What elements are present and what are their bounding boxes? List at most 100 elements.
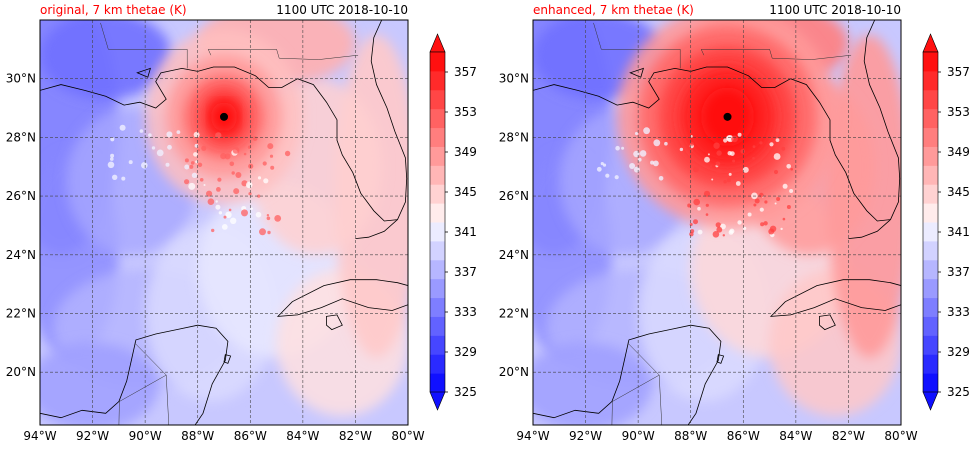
convective-cell bbox=[690, 149, 694, 153]
convective-cell bbox=[712, 231, 720, 238]
map-panel-original: original, 7 km thetae (K) 1100 UTC 2018-… bbox=[6, 3, 477, 443]
border-line bbox=[601, 49, 681, 69]
colorbar-segment bbox=[430, 354, 445, 374]
colorbar-tick-label: 353 bbox=[947, 105, 970, 119]
convective-cell bbox=[690, 158, 695, 163]
convective-cell bbox=[248, 163, 254, 169]
convective-cell bbox=[689, 232, 694, 237]
convective-cell bbox=[707, 153, 710, 156]
coastline-segment bbox=[533, 324, 722, 425]
colorbar-segment bbox=[923, 354, 938, 374]
field-speckle bbox=[634, 131, 639, 136]
convective-cell bbox=[781, 146, 786, 151]
lat-tick-label: 26°N bbox=[499, 189, 529, 203]
convective-cell bbox=[705, 203, 709, 207]
colorbar: 325 329 333 337 341 345 349 353 357 bbox=[922, 33, 970, 411]
lon-tick-label: 92°W bbox=[569, 429, 602, 443]
field-speckle bbox=[110, 137, 115, 142]
border-line bbox=[611, 374, 660, 425]
field-speckle bbox=[107, 161, 115, 169]
field-speckle bbox=[638, 157, 642, 162]
convective-cell bbox=[731, 135, 738, 143]
colorbar-segment bbox=[923, 240, 938, 261]
coastline-segment bbox=[355, 219, 398, 239]
convective-cell bbox=[189, 164, 194, 169]
convective-cell bbox=[225, 211, 232, 218]
border-line bbox=[108, 49, 188, 69]
convective-cell bbox=[215, 132, 222, 139]
convective-cell bbox=[715, 222, 721, 228]
convective-cell bbox=[235, 172, 242, 178]
field-speckle bbox=[112, 174, 118, 180]
colorbar-extend-max bbox=[922, 33, 939, 53]
convective-cell bbox=[207, 198, 215, 205]
convective-cell bbox=[743, 176, 746, 179]
convective-cell bbox=[190, 161, 195, 165]
field-speckle bbox=[602, 163, 607, 167]
convective-cell bbox=[270, 165, 275, 170]
convective-cell bbox=[753, 203, 757, 207]
colorbar-segment bbox=[430, 316, 445, 336]
lat-tick-label: 24°N bbox=[6, 248, 36, 262]
field-speckle bbox=[679, 147, 684, 152]
convective-cell bbox=[257, 194, 261, 198]
colorbar-tick-label: 337 bbox=[454, 265, 477, 279]
field-speckle bbox=[110, 157, 114, 161]
colorbar-extend-min bbox=[922, 391, 939, 411]
colorbar-tick-label: 345 bbox=[947, 185, 970, 199]
convective-cell bbox=[786, 164, 791, 169]
colorbar-tick-label: 353 bbox=[454, 105, 477, 119]
field-speckle bbox=[643, 127, 650, 135]
convective-cell bbox=[742, 166, 749, 173]
lon-tick-label: 82°W bbox=[832, 429, 865, 443]
convective-cell bbox=[723, 138, 728, 143]
colorbar-tick-label: 333 bbox=[454, 305, 477, 319]
colorbar-segment bbox=[430, 373, 445, 393]
graticule bbox=[40, 20, 408, 425]
colorbar-segment bbox=[430, 146, 445, 166]
field-speckle bbox=[653, 160, 659, 167]
convective-cell bbox=[752, 145, 756, 149]
convective-cell bbox=[732, 159, 736, 163]
convective-cell bbox=[255, 211, 262, 218]
field-blob bbox=[40, 20, 172, 100]
lon-tick-label: 80°W bbox=[884, 429, 917, 443]
convective-cell bbox=[776, 197, 781, 201]
colorbar-tick-label: 337 bbox=[947, 265, 970, 279]
convective-cell bbox=[780, 227, 783, 231]
lon-tick-label: 92°W bbox=[76, 429, 109, 443]
convective-cell bbox=[203, 184, 206, 186]
lat-tick-label: 28°N bbox=[499, 130, 529, 144]
field-speckle bbox=[633, 150, 640, 158]
convective-cell bbox=[215, 200, 218, 203]
colorbar-segment bbox=[430, 297, 445, 317]
field-speckle bbox=[615, 145, 620, 151]
border-line bbox=[118, 374, 167, 425]
lat-tick-label: 20°N bbox=[499, 365, 529, 379]
convective-cell bbox=[716, 150, 722, 156]
convective-cell bbox=[274, 215, 282, 222]
convective-cell bbox=[693, 198, 700, 206]
convective-cell bbox=[267, 143, 274, 150]
convective-cell bbox=[199, 178, 204, 182]
convective-cell bbox=[716, 226, 723, 233]
colorbar-segment bbox=[430, 259, 445, 280]
convective-cell bbox=[711, 178, 714, 181]
field-speckle bbox=[191, 172, 198, 178]
colorbar-segment bbox=[430, 240, 445, 261]
convective-cell bbox=[252, 136, 258, 142]
colorbar-segment bbox=[923, 316, 938, 336]
colorbar-segment bbox=[923, 335, 938, 355]
map-frame bbox=[39, 19, 409, 426]
border-line bbox=[207, 49, 359, 60]
colorbar-segment bbox=[430, 184, 445, 204]
convective-cell bbox=[228, 208, 232, 212]
colorbar-segment bbox=[923, 146, 938, 166]
colorbar-segment bbox=[923, 52, 938, 72]
convective-cell bbox=[689, 223, 693, 226]
graticule bbox=[533, 20, 901, 425]
convective-cell bbox=[263, 178, 269, 184]
convective-cell bbox=[697, 206, 701, 211]
thetae-field bbox=[533, 20, 901, 425]
field-blob bbox=[40, 342, 159, 425]
